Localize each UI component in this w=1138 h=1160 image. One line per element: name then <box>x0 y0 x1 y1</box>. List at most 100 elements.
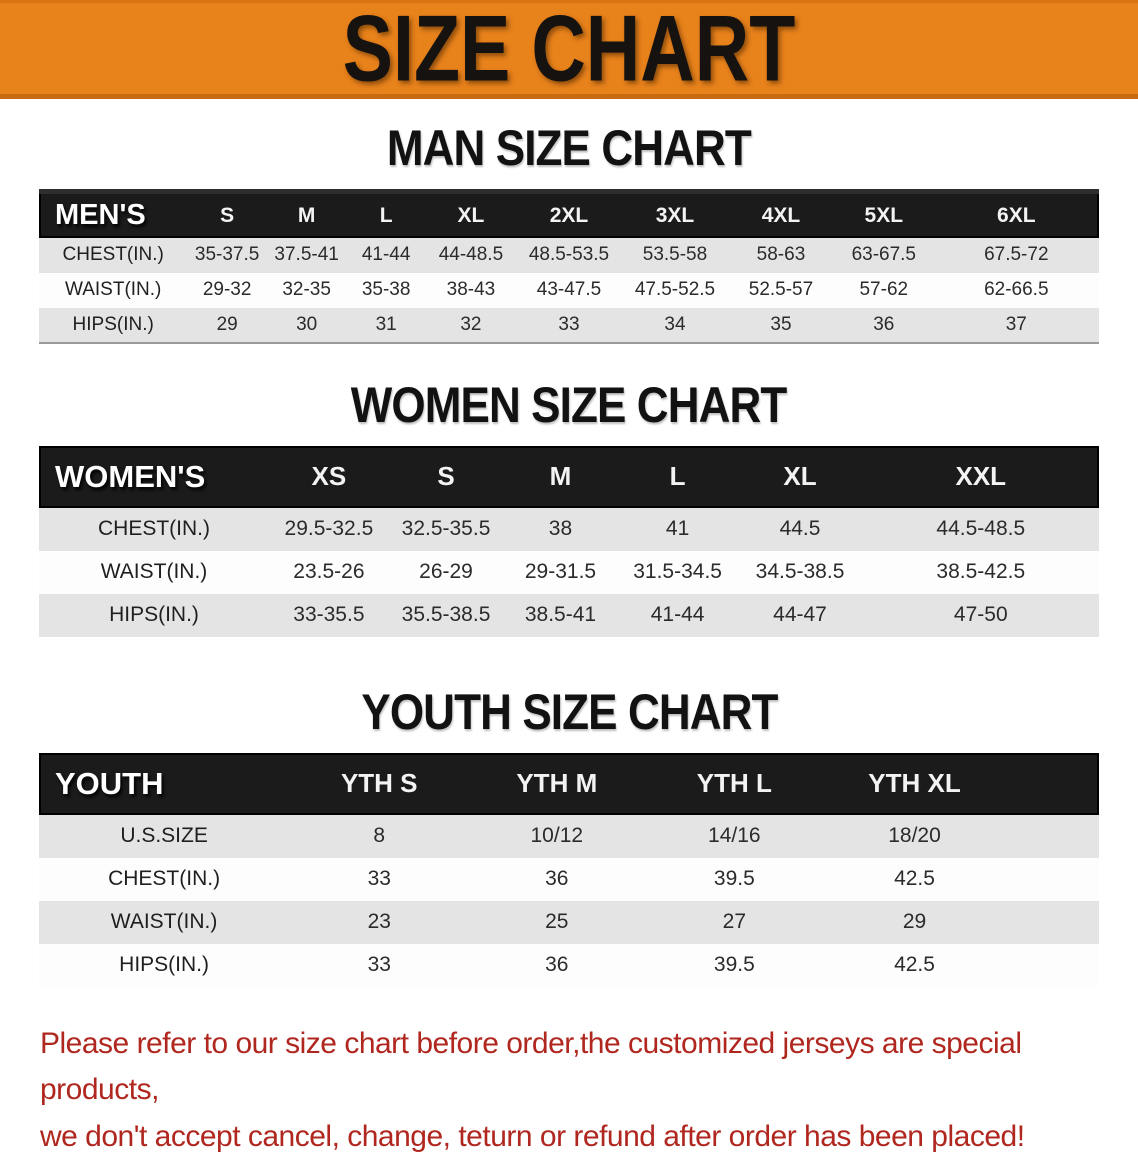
measurement-row-label: CHEST(IN.) <box>39 508 269 551</box>
measurement-value: 29.5-32.5 <box>269 508 389 551</box>
measurement-value: 36 <box>469 944 644 987</box>
measurement-value: 41-44 <box>346 238 426 273</box>
measurement-value: 39.5 <box>644 944 824 987</box>
measurement-value: 58-63 <box>728 238 834 273</box>
measurement-value: 8 <box>289 815 469 858</box>
measurement-value: 23.5-26 <box>269 551 389 594</box>
size-column-header: M <box>267 192 347 238</box>
measurement-value: 32.5-35.5 <box>389 508 503 551</box>
size-column-header: XL <box>737 446 862 508</box>
measurement-value: 44-48.5 <box>426 238 516 273</box>
measurement-value: 30 <box>267 308 347 343</box>
youth-section-heading-text: YOUTH SIZE CHART <box>361 687 777 737</box>
measurement-value: 62-66.5 <box>934 273 1099 308</box>
youth-section-heading: YOUTH SIZE CHART <box>0 687 1138 737</box>
measurement-value: 47-50 <box>863 594 1099 637</box>
size-column-header: XL <box>426 192 516 238</box>
filler-cell <box>1005 858 1099 901</box>
size-column-header: YTH S <box>289 753 469 815</box>
measurement-value: 44.5 <box>737 508 862 551</box>
measurement-value: 29-31.5 <box>503 551 617 594</box>
measurement-value: 35 <box>728 308 834 343</box>
size-column-header: 6XL <box>934 192 1099 238</box>
measurement-value: 29 <box>187 308 267 343</box>
measurement-value: 26-29 <box>389 551 503 594</box>
measurement-value: 32-35 <box>267 273 347 308</box>
measurement-row-label: HIPS(IN.) <box>39 308 187 343</box>
measurement-value: 41-44 <box>618 594 738 637</box>
measurement-value: 33-35.5 <box>269 594 389 637</box>
measurement-value: 67.5-72 <box>934 238 1099 273</box>
filler-cell <box>1005 753 1099 815</box>
measurement-value: 48.5-53.5 <box>516 238 622 273</box>
measurement-value: 23 <box>289 901 469 944</box>
measurement-value: 44-47 <box>737 594 862 637</box>
measurement-value: 37.5-41 <box>267 238 347 273</box>
measurement-value: 34 <box>622 308 728 343</box>
size-column-header: 3XL <box>622 192 728 238</box>
measurement-row-label: WAIST(IN.) <box>39 901 289 944</box>
measurement-value: 39.5 <box>644 858 824 901</box>
filler-cell <box>1005 944 1099 987</box>
measurement-row-label: CHEST(IN.) <box>39 858 289 901</box>
measurement-value: 57-62 <box>834 273 934 308</box>
measurement-value: 25 <box>469 901 644 944</box>
filler-cell <box>1005 901 1099 944</box>
measurement-value: 27 <box>644 901 824 944</box>
filler-cell <box>1005 815 1099 858</box>
measurement-row-label: CHEST(IN.) <box>39 238 187 273</box>
measurement-row-label: HIPS(IN.) <box>39 594 269 637</box>
measurement-value: 38-43 <box>426 273 516 308</box>
measurement-value: 31.5-34.5 <box>618 551 738 594</box>
measurement-value: 29 <box>824 901 1004 944</box>
size-column-header: 2XL <box>516 192 622 238</box>
measurement-value: 52.5-57 <box>728 273 834 308</box>
size-column-header: L <box>346 192 426 238</box>
measurement-row-label: HIPS(IN.) <box>39 944 289 987</box>
size-column-header: YTH L <box>644 753 824 815</box>
measurement-value: 35-37.5 <box>187 238 267 273</box>
measurement-value: 31 <box>346 308 426 343</box>
page-title: SIZE CHART <box>343 2 796 96</box>
size-column-header: M <box>503 446 617 508</box>
women-section-heading: WOMEN SIZE CHART <box>0 380 1138 430</box>
size-column-header: 4XL <box>728 192 834 238</box>
measurement-row-label: U.S.SIZE <box>39 815 289 858</box>
size-column-header: XXL <box>863 446 1099 508</box>
measurement-value: 10/12 <box>469 815 644 858</box>
measurement-value: 38 <box>503 508 617 551</box>
measurement-value: 38.5-42.5 <box>863 551 1099 594</box>
measurement-value: 33 <box>289 858 469 901</box>
size-column-header: L <box>618 446 738 508</box>
measurement-value: 42.5 <box>824 944 1004 987</box>
order-disclaimer: Please refer to our size chart before or… <box>40 1021 1118 1160</box>
measurement-value: 35-38 <box>346 273 426 308</box>
measurement-value: 32 <box>426 308 516 343</box>
measurement-value: 38.5-41 <box>503 594 617 637</box>
order-disclaimer-line2: we don't accept cancel, change, teturn o… <box>40 1114 1118 1160</box>
measurement-value: 43-47.5 <box>516 273 622 308</box>
size-column-header: YTH XL <box>824 753 1004 815</box>
measurement-value: 41 <box>618 508 738 551</box>
measurement-value: 53.5-58 <box>622 238 728 273</box>
measurement-value: 29-32 <box>187 273 267 308</box>
men-section-heading-text: MAN SIZE CHART <box>387 123 751 173</box>
measurement-value: 44.5-48.5 <box>863 508 1099 551</box>
group-label: YOUTH <box>39 753 289 815</box>
size-column-header: S <box>187 192 267 238</box>
measurement-row-label: WAIST(IN.) <box>39 551 269 594</box>
